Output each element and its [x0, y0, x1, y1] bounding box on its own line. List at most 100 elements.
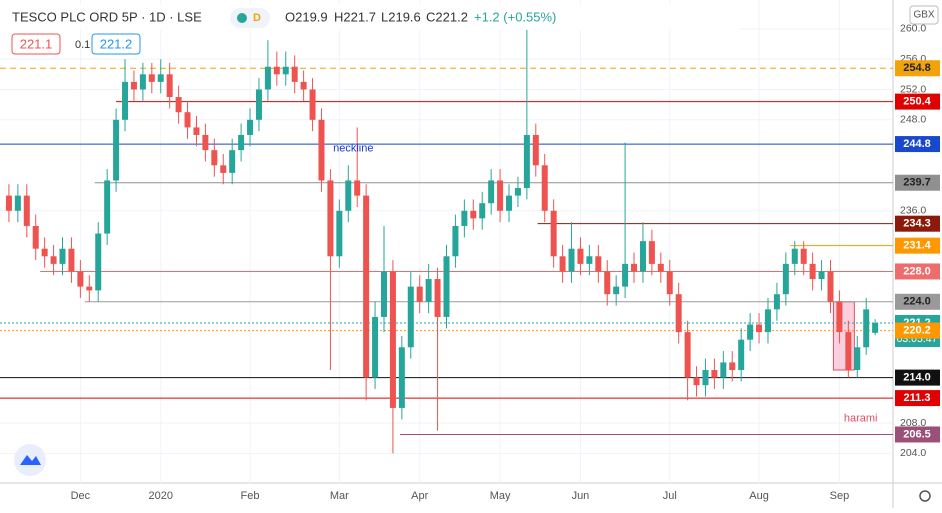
candle-body: [791, 248, 798, 264]
ask-box[interactable]: [91, 33, 141, 55]
x-tick-label: Feb: [241, 490, 260, 502]
candle-body: [756, 324, 763, 333]
candle-body: [666, 271, 673, 295]
annotation: neckline: [333, 143, 373, 155]
candle-body: [202, 134, 209, 151]
candle-body: [622, 263, 629, 287]
candle-body: [773, 294, 780, 310]
y-tick-label: 204.0: [900, 447, 926, 459]
candle-body: [193, 127, 200, 135]
candle-body: [488, 180, 495, 204]
price-label: 250.4: [903, 96, 931, 108]
candle-body: [514, 188, 521, 196]
candle-body: [782, 263, 789, 295]
header-bg: [0, 4, 740, 30]
candle-body: [711, 370, 718, 378]
candle-body: [14, 195, 21, 211]
candle-body: [50, 256, 57, 264]
symbol: TESCO PLC ORD 5P · 1D · LSE: [12, 9, 202, 24]
price-label: 231.4: [903, 240, 931, 252]
candle-body: [68, 248, 75, 272]
candle-body: [247, 119, 254, 135]
candle-body: [41, 248, 48, 257]
ohlc-open: O219.9: [285, 9, 328, 24]
candle-body: [336, 210, 343, 257]
price-label-bg: [895, 293, 940, 310]
candle-body: [577, 248, 584, 264]
y-tick-label: 236.0: [900, 205, 926, 217]
candle-body: [764, 309, 771, 333]
candle-body: [434, 279, 441, 317]
candle-body: [479, 203, 486, 219]
candle-body: [738, 339, 745, 371]
price-label: 224.0: [903, 296, 931, 308]
candle-body: [23, 195, 30, 226]
price-label: 211.3: [904, 392, 931, 404]
ohlc-change: +1.2 (+0.55%): [474, 9, 556, 24]
price-label: 220.2: [903, 324, 931, 336]
price-label-bg: [895, 215, 940, 232]
price-label-bg: [895, 93, 940, 110]
candle-body: [139, 74, 146, 90]
ask: 221.2: [100, 36, 133, 51]
candle-body: [729, 362, 736, 371]
candle-body: [95, 233, 102, 291]
bid-box[interactable]: [11, 33, 61, 55]
bid: 221.1: [20, 36, 53, 51]
candle-body: [541, 165, 548, 211]
candle-body: [684, 332, 691, 378]
badge-dot: [237, 13, 247, 23]
annotation: harami: [844, 412, 878, 424]
candle-body: [354, 180, 361, 196]
candle-body: [648, 241, 655, 264]
candle-body: [229, 150, 236, 173]
candle-body: [872, 323, 879, 333]
candle-body: [809, 263, 816, 280]
price-label: 239.7: [903, 177, 931, 189]
candle-body: [550, 210, 557, 257]
candle-body: [113, 119, 120, 181]
candle-body: [845, 332, 852, 371]
candle-body: [122, 81, 129, 120]
candle-body: [613, 286, 620, 295]
candle-body: [559, 256, 566, 272]
candle-body: [398, 347, 405, 408]
settings-button[interactable]: [919, 490, 931, 502]
candle-body: [407, 286, 414, 348]
candle-body: [416, 286, 423, 302]
candle-body: [595, 256, 602, 272]
y-tick-label: 248.0: [900, 114, 926, 126]
candle-body: [720, 362, 727, 378]
candle-body: [175, 97, 182, 113]
candle-body: [86, 286, 93, 291]
price-label: 234.3: [903, 218, 931, 230]
candle-body: [372, 316, 379, 378]
candle-body: [675, 294, 682, 333]
candle-body: [702, 370, 709, 386]
candle-body: [184, 112, 191, 128]
price-label-bg: [895, 426, 940, 443]
candle-body: [238, 134, 245, 151]
candle-body: [854, 347, 861, 371]
candle-body: [497, 180, 504, 211]
candle-body: [264, 66, 271, 90]
currency-box[interactable]: [909, 5, 939, 25]
candle-body: [5, 195, 12, 211]
candle-body: [470, 210, 477, 219]
price-label: 214.0: [903, 372, 931, 384]
x-tick-label: Jun: [572, 490, 590, 502]
price-label-bg: [895, 263, 940, 280]
badge: D: [253, 12, 261, 24]
ohlc-low: L219.6: [381, 9, 421, 24]
x-tick-label: Mar: [330, 490, 349, 502]
candle-body: [327, 180, 334, 257]
candle-body: [291, 66, 298, 82]
candle-body: [148, 74, 155, 82]
candle-body: [639, 241, 646, 272]
candle-body: [363, 195, 370, 378]
badge-bg[interactable]: [230, 8, 270, 28]
candle-body: [77, 271, 84, 287]
candle-body: [863, 309, 870, 348]
candle-body: [282, 66, 289, 75]
candle-body: [523, 134, 530, 189]
